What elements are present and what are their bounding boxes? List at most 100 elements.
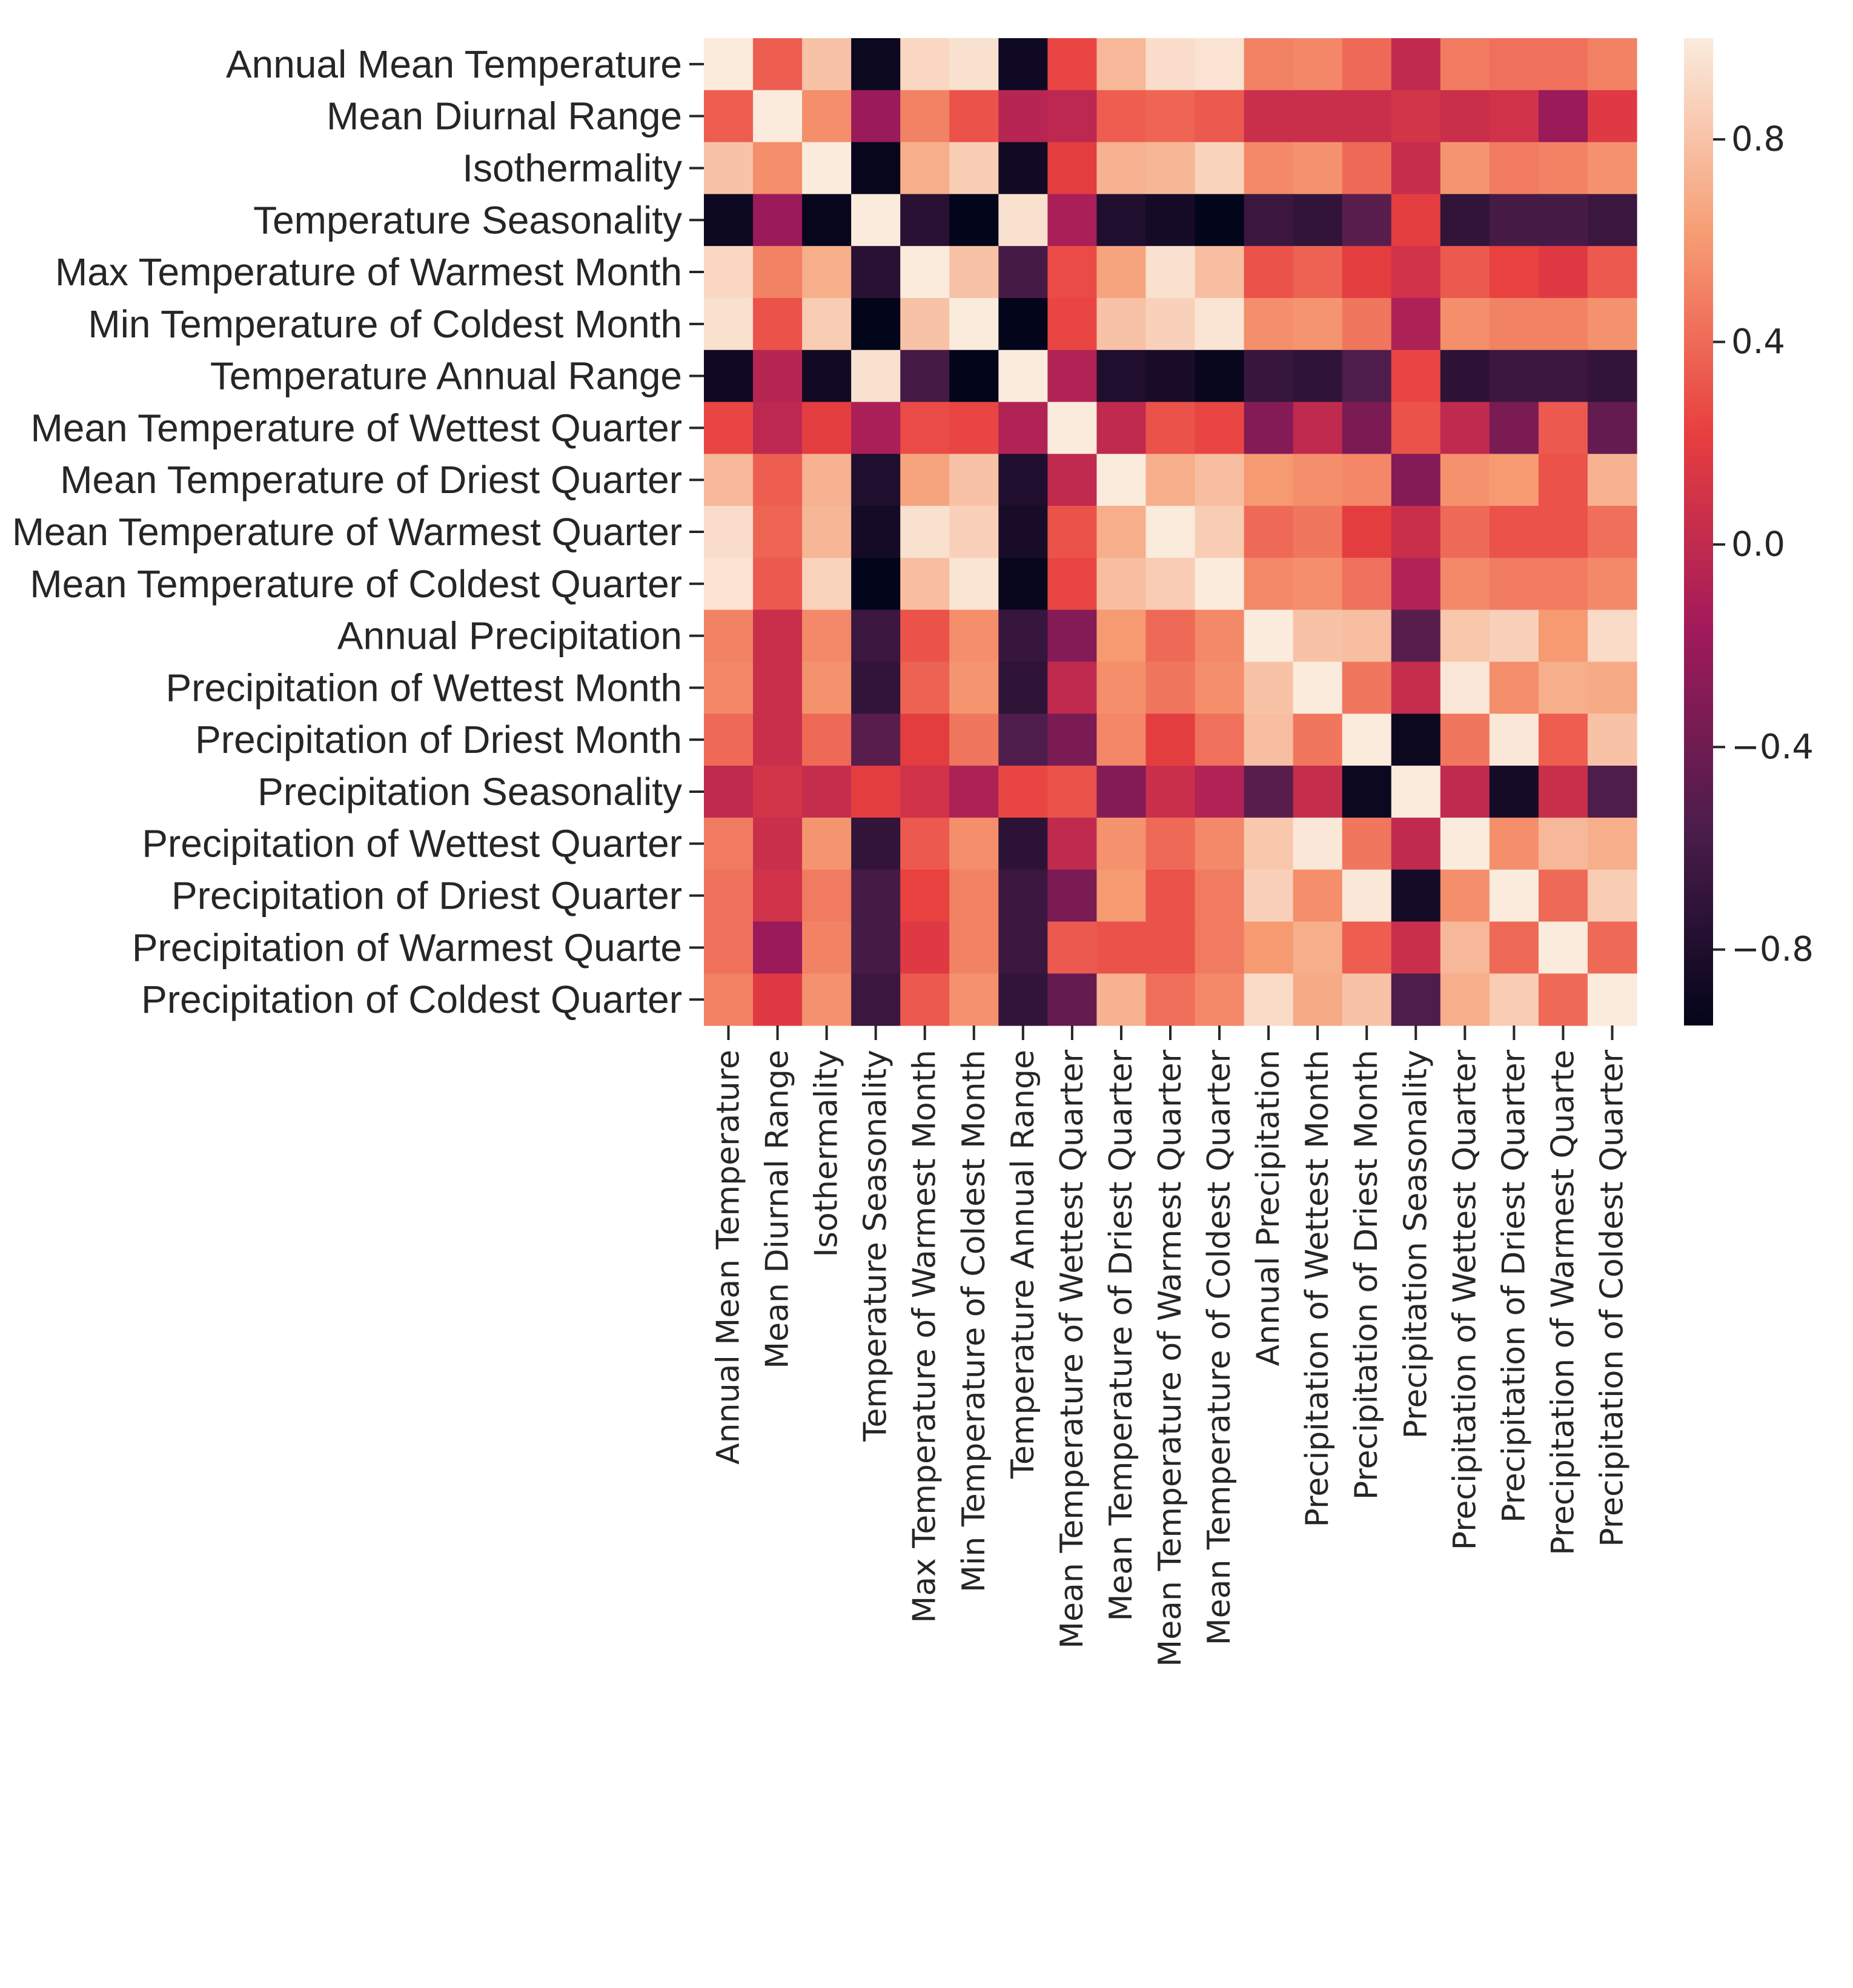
heatmap-cell-r7-c6 xyxy=(998,402,1048,454)
x-tick-label: Annual Mean Temperature xyxy=(711,1050,747,1465)
heatmap-cell-r16-c11 xyxy=(1244,869,1294,923)
heatmap-cell-r17-c11 xyxy=(1244,921,1294,974)
heatmap-cell-r4-c1 xyxy=(753,246,803,299)
heatmap-cell-r12-c0 xyxy=(704,661,754,714)
heatmap-cell-r17-c7 xyxy=(1047,921,1098,974)
heatmap-cell-r8-c14 xyxy=(1391,454,1441,506)
heatmap-cell-r5-c17 xyxy=(1538,297,1588,351)
heatmap-cell-r16-c7 xyxy=(1047,869,1098,923)
heatmap-cell-r17-c18 xyxy=(1587,921,1637,974)
heatmap-cell-r0-c11 xyxy=(1244,38,1294,91)
x-tick-label: Precipitation of Warmest Quarte xyxy=(1545,1050,1581,1556)
heatmap-cell-r16-c13 xyxy=(1342,869,1392,923)
heatmap-cell-r17-c10 xyxy=(1195,921,1245,974)
heatmap-cell-r14-c12 xyxy=(1293,766,1343,818)
heatmap-cell-r12-c6 xyxy=(998,661,1048,714)
heatmap-cell-r5-c16 xyxy=(1489,297,1539,351)
heatmap-cell-r10-c2 xyxy=(802,557,852,611)
heatmap-cell-r7-c16 xyxy=(1489,402,1539,454)
heatmap-cell-r5-c6 xyxy=(998,297,1048,351)
heatmap-cell-r0-c7 xyxy=(1047,38,1098,91)
heatmap-cell-r7-c15 xyxy=(1440,402,1490,454)
heatmap-cell-r0-c13 xyxy=(1342,38,1392,91)
y-tick-label: Mean Temperature of Wettest Quarter xyxy=(31,406,682,449)
heatmap-cell-r1-c9 xyxy=(1145,90,1196,143)
heatmap-cell-r15-c0 xyxy=(704,817,754,870)
heatmap-cell-r2-c3 xyxy=(851,142,901,194)
heatmap-cell-r1-c16 xyxy=(1489,90,1539,143)
heatmap-cell-r18-c6 xyxy=(998,973,1048,1026)
heatmap-cell-r16-c3 xyxy=(851,869,901,923)
heatmap-cell-r4-c14 xyxy=(1391,246,1441,299)
y-tick-label: Precipitation Seasonality xyxy=(257,770,682,813)
heatmap-cell-r14-c10 xyxy=(1195,766,1245,818)
heatmap-cell-r3-c4 xyxy=(900,194,950,247)
y-tick-label: Annual Precipitation xyxy=(337,614,682,658)
heatmap-cell-r7-c5 xyxy=(949,402,999,454)
heatmap-cell-r8-c11 xyxy=(1244,454,1294,506)
y-tick-label: Max Temperature of Warmest Month xyxy=(55,250,682,294)
heatmap-cell-r17-c4 xyxy=(900,921,950,974)
heatmap-cell-r0-c2 xyxy=(802,38,852,91)
heatmap-cell-r12-c15 xyxy=(1440,661,1490,714)
heatmap-cell-r15-c14 xyxy=(1391,817,1441,870)
heatmap-cell-r7-c11 xyxy=(1244,402,1294,454)
heatmap-cell-r5-c1 xyxy=(753,297,803,351)
heatmap-cell-r6-c4 xyxy=(900,350,950,403)
heatmap-cell-r15-c7 xyxy=(1047,817,1098,870)
heatmap-cell-r18-c5 xyxy=(949,973,999,1026)
heatmap-cell-r1-c3 xyxy=(851,90,901,143)
heatmap-cell-r9-c13 xyxy=(1342,506,1392,558)
heatmap-cell-r9-c8 xyxy=(1096,506,1147,558)
heatmap-cell-r5-c14 xyxy=(1391,297,1441,351)
heatmap-cell-r17-c3 xyxy=(851,921,901,974)
heatmap-cell-r0-c1 xyxy=(753,38,803,91)
heatmap-cell-r13-c5 xyxy=(949,714,999,766)
y-tick-label: Precipitation of Wettest Month xyxy=(165,666,682,709)
heatmap-cell-r10-c7 xyxy=(1047,557,1098,611)
heatmap-cell-r4-c3 xyxy=(851,246,901,299)
heatmap-cell-r11-c0 xyxy=(704,609,754,663)
heatmap-cell-r3-c10 xyxy=(1195,194,1245,247)
heatmap-cell-r2-c1 xyxy=(753,142,803,194)
heatmap-cell-r6-c6 xyxy=(998,350,1048,403)
heatmap-cell-r16-c2 xyxy=(802,869,852,923)
heatmap-cell-r12-c17 xyxy=(1538,661,1588,714)
heatmap-cell-r8-c8 xyxy=(1096,454,1147,506)
heatmap-cell-r14-c14 xyxy=(1391,766,1441,818)
heatmap-cell-r8-c4 xyxy=(900,454,950,506)
heatmap-cell-r9-c18 xyxy=(1587,506,1637,558)
heatmap-cell-r1-c8 xyxy=(1096,90,1147,143)
heatmap-cell-r14-c0 xyxy=(704,766,754,818)
x-tick-label: Precipitation of Wettest Month xyxy=(1299,1050,1336,1527)
heatmap-cell-r3-c14 xyxy=(1391,194,1441,247)
heatmap-cell-r3-c15 xyxy=(1440,194,1490,247)
x-tick-label: Min Temperature of Coldest Month xyxy=(956,1050,992,1592)
heatmap-cell-r10-c9 xyxy=(1145,557,1196,611)
heatmap-cell-r4-c2 xyxy=(802,246,852,299)
y-tick-label: Precipitation of Coldest Quarter xyxy=(141,978,682,1021)
heatmap-cell-r18-c3 xyxy=(851,973,901,1026)
heatmap-cell-r10-c8 xyxy=(1096,557,1147,611)
heatmap-cell-r12-c2 xyxy=(802,661,852,714)
heatmap-cell-r0-c3 xyxy=(851,38,901,91)
heatmap-cell-r14-c6 xyxy=(998,766,1048,818)
heatmap-cell-r5-c4 xyxy=(900,297,950,351)
x-tick-label: Isothermality xyxy=(809,1050,845,1257)
heatmap-cell-r12-c13 xyxy=(1342,661,1392,714)
heatmap-cells xyxy=(704,38,1637,1026)
heatmap-cell-r1-c7 xyxy=(1047,90,1098,143)
heatmap-cell-r18-c10 xyxy=(1195,973,1245,1026)
heatmap-cell-r11-c2 xyxy=(802,609,852,663)
heatmap-cell-r11-c7 xyxy=(1047,609,1098,663)
heatmap-cell-r16-c10 xyxy=(1195,869,1245,923)
heatmap-cell-r18-c13 xyxy=(1342,973,1392,1026)
heatmap-cell-r14-c15 xyxy=(1440,766,1490,818)
heatmap-cell-r1-c13 xyxy=(1342,90,1392,143)
heatmap-cell-r9-c14 xyxy=(1391,506,1441,558)
heatmap-cell-r11-c17 xyxy=(1538,609,1588,663)
heatmap-cell-r7-c8 xyxy=(1096,402,1147,454)
heatmap-cell-r6-c18 xyxy=(1587,350,1637,403)
heatmap-cell-r2-c17 xyxy=(1538,142,1588,194)
heatmap-cell-r6-c14 xyxy=(1391,350,1441,403)
